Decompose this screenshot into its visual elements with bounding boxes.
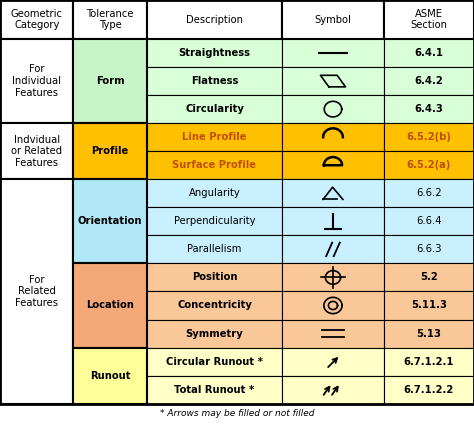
Bar — [147, 320, 282, 348]
Bar — [384, 179, 474, 207]
Text: Indvidual
or Related
Features: Indvidual or Related Features — [11, 134, 62, 168]
Bar — [282, 151, 384, 179]
Text: 6.7.1.2.1: 6.7.1.2.1 — [404, 357, 454, 367]
Bar — [73, 123, 147, 179]
Text: 6.7.1.2.2: 6.7.1.2.2 — [404, 385, 454, 395]
Bar — [147, 235, 282, 263]
Bar — [384, 376, 474, 404]
Bar — [147, 348, 282, 376]
Bar — [147, 207, 282, 235]
Bar — [73, 0, 147, 39]
Text: * Arrows may be filled or not filled: * Arrows may be filled or not filled — [160, 409, 314, 418]
Bar — [384, 0, 474, 39]
Bar — [282, 95, 384, 123]
Text: Circularity: Circularity — [185, 104, 244, 114]
Bar — [282, 123, 384, 151]
Text: Geometric
Category: Geometric Category — [11, 9, 63, 30]
Bar — [282, 376, 384, 404]
Text: 6.4.1: 6.4.1 — [414, 48, 444, 58]
Text: Line Profile: Line Profile — [182, 132, 247, 142]
Bar — [147, 263, 282, 291]
Bar — [147, 123, 282, 151]
Text: Symmetry: Symmetry — [186, 329, 243, 338]
Text: 5.11.3: 5.11.3 — [411, 301, 447, 310]
Text: Concentricity: Concentricity — [177, 301, 252, 310]
Text: Angularity: Angularity — [189, 188, 240, 198]
Bar — [282, 291, 384, 320]
Text: Circular Runout *: Circular Runout * — [166, 357, 263, 367]
Text: Perpendicularity: Perpendicularity — [174, 216, 255, 226]
Bar — [384, 291, 474, 320]
Text: For
Related
Features: For Related Features — [15, 275, 58, 308]
Text: Form: Form — [96, 76, 125, 86]
Text: 5.13: 5.13 — [417, 329, 441, 338]
Bar — [282, 320, 384, 348]
Text: Profile: Profile — [91, 146, 129, 156]
Bar — [147, 39, 282, 67]
Text: 6.4.3: 6.4.3 — [415, 104, 443, 114]
Bar — [282, 67, 384, 95]
Text: Tolerance
Type: Tolerance Type — [86, 9, 134, 30]
Text: Runout: Runout — [90, 371, 130, 381]
Bar — [73, 179, 147, 263]
Bar — [384, 320, 474, 348]
Bar — [282, 179, 384, 207]
Text: Straightness: Straightness — [179, 48, 250, 58]
Bar — [282, 235, 384, 263]
Text: Position: Position — [192, 273, 237, 282]
Bar — [384, 235, 474, 263]
Bar — [384, 39, 474, 67]
Bar — [73, 263, 147, 348]
Bar — [282, 39, 384, 67]
Bar — [147, 67, 282, 95]
Bar — [73, 348, 147, 404]
Bar — [147, 376, 282, 404]
Bar — [384, 151, 474, 179]
Bar — [384, 67, 474, 95]
Bar — [384, 95, 474, 123]
Text: For
Individual
Features: For Individual Features — [12, 64, 61, 98]
Text: Description: Description — [186, 14, 243, 25]
Text: Location: Location — [86, 301, 134, 310]
Text: 6.6.3: 6.6.3 — [416, 244, 442, 254]
Bar — [73, 39, 147, 123]
Bar — [147, 179, 282, 207]
Text: Flatness: Flatness — [191, 76, 238, 86]
Text: Orientation: Orientation — [78, 216, 143, 226]
Bar — [147, 291, 282, 320]
Text: 6.4.2: 6.4.2 — [415, 76, 443, 86]
Bar — [147, 95, 282, 123]
Text: Surface Profile: Surface Profile — [173, 160, 256, 170]
Bar — [0, 0, 73, 39]
Text: 6.6.2: 6.6.2 — [416, 188, 442, 198]
Text: 5.2: 5.2 — [420, 273, 438, 282]
Text: Parallelism: Parallelism — [187, 244, 242, 254]
Bar — [0, 179, 73, 404]
Bar — [384, 123, 474, 151]
Bar — [147, 151, 282, 179]
Text: 6.5.2(b): 6.5.2(b) — [407, 132, 451, 142]
Bar — [282, 207, 384, 235]
Text: Total Runout *: Total Runout * — [174, 385, 255, 395]
Bar — [384, 263, 474, 291]
Bar — [147, 0, 282, 39]
Bar — [0, 123, 73, 179]
Text: 6.5.2(a): 6.5.2(a) — [407, 160, 451, 170]
Bar — [0, 39, 73, 123]
Bar — [384, 207, 474, 235]
Bar — [384, 348, 474, 376]
Bar — [282, 348, 384, 376]
Text: ASME
Section: ASME Section — [410, 9, 447, 30]
Bar — [282, 0, 384, 39]
Text: 6.6.4: 6.6.4 — [416, 216, 442, 226]
Bar — [282, 263, 384, 291]
Text: Symbol: Symbol — [315, 14, 351, 25]
